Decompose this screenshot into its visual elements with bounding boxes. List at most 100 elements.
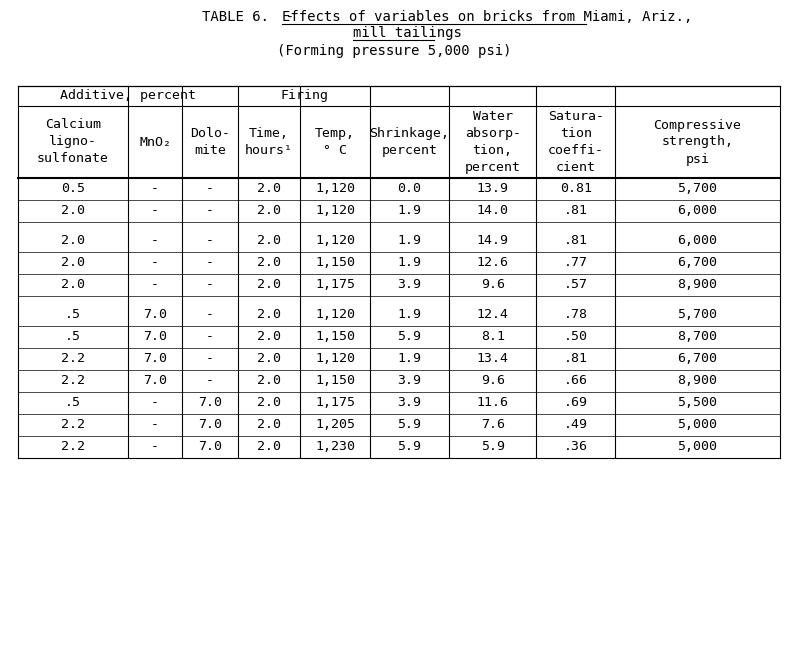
Text: 2.2: 2.2 — [61, 375, 85, 387]
Text: 2.0: 2.0 — [258, 278, 282, 292]
Text: 2.0: 2.0 — [258, 256, 282, 270]
Text: Temp,
° C: Temp, ° C — [315, 127, 355, 157]
Text: -: - — [151, 256, 159, 270]
Text: 2.0: 2.0 — [258, 397, 282, 410]
Text: 0.81: 0.81 — [560, 182, 592, 196]
Text: 14.9: 14.9 — [477, 235, 509, 247]
Text: 0.0: 0.0 — [398, 182, 422, 196]
Text: 1,150: 1,150 — [315, 256, 355, 270]
Text: 2.0: 2.0 — [258, 182, 282, 196]
Text: .78: .78 — [564, 309, 588, 321]
Text: 2.2: 2.2 — [61, 352, 85, 366]
Text: 0.5: 0.5 — [61, 182, 85, 196]
Text: -: - — [206, 330, 214, 344]
Text: 1.9: 1.9 — [398, 352, 422, 366]
Text: 3.9: 3.9 — [398, 397, 422, 410]
Text: 7.0: 7.0 — [143, 375, 167, 387]
Text: 14.0: 14.0 — [477, 204, 509, 217]
Text: Water
absorp-
tion,
percent: Water absorp- tion, percent — [465, 110, 521, 174]
Text: Firing: Firing — [280, 89, 328, 102]
Text: 1.9: 1.9 — [398, 235, 422, 247]
Text: mill tailings: mill tailings — [354, 26, 462, 40]
Text: -: - — [151, 440, 159, 453]
Text: 2.2: 2.2 — [61, 418, 85, 432]
Text: 3.9: 3.9 — [398, 375, 422, 387]
Text: 2.0: 2.0 — [258, 204, 282, 217]
Text: 1,175: 1,175 — [315, 397, 355, 410]
Text: 1,120: 1,120 — [315, 352, 355, 366]
Text: 1,150: 1,150 — [315, 330, 355, 344]
Text: 5,500: 5,500 — [678, 397, 718, 410]
Text: 12.6: 12.6 — [477, 256, 509, 270]
Text: Dolo-
mite: Dolo- mite — [190, 127, 230, 157]
Text: 2.0: 2.0 — [61, 256, 85, 270]
Text: 5.9: 5.9 — [481, 440, 505, 453]
Text: 7.0: 7.0 — [198, 418, 222, 432]
Text: 3.9: 3.9 — [398, 278, 422, 292]
Text: 7.6: 7.6 — [481, 418, 505, 432]
Text: 1,230: 1,230 — [315, 440, 355, 453]
Text: .81: .81 — [564, 204, 588, 217]
Text: -: - — [151, 182, 159, 196]
Text: MnO₂: MnO₂ — [139, 136, 171, 149]
Text: 1.9: 1.9 — [398, 204, 422, 217]
Text: 7.0: 7.0 — [198, 440, 222, 453]
Text: .57: .57 — [564, 278, 588, 292]
Text: 2.0: 2.0 — [258, 440, 282, 453]
Text: .36: .36 — [564, 440, 588, 453]
Text: 6,000: 6,000 — [678, 235, 718, 247]
Text: 8,900: 8,900 — [678, 375, 718, 387]
Text: 6,000: 6,000 — [678, 204, 718, 217]
Text: .69: .69 — [564, 397, 588, 410]
Text: 9.6: 9.6 — [481, 278, 505, 292]
Text: Time,
hours¹: Time, hours¹ — [246, 127, 294, 157]
Text: 1,120: 1,120 — [315, 309, 355, 321]
Text: .77: .77 — [564, 256, 588, 270]
Text: -: - — [206, 256, 214, 270]
Text: (Forming pressure 5,000 psi): (Forming pressure 5,000 psi) — [277, 44, 511, 58]
Text: 13.4: 13.4 — [477, 352, 509, 366]
Text: Effects of variables on bricks from Miami, Ariz.,: Effects of variables on bricks from Miam… — [282, 10, 693, 24]
Text: 5,700: 5,700 — [678, 182, 718, 196]
Text: 2.0: 2.0 — [61, 278, 85, 292]
Text: 5,700: 5,700 — [678, 309, 718, 321]
Text: 1,175: 1,175 — [315, 278, 355, 292]
Text: 5.9: 5.9 — [398, 440, 422, 453]
Text: .66: .66 — [564, 375, 588, 387]
Text: 1,120: 1,120 — [315, 182, 355, 196]
Text: 8,900: 8,900 — [678, 278, 718, 292]
Text: .81: .81 — [564, 235, 588, 247]
Text: -: - — [206, 352, 214, 366]
Text: .50: .50 — [564, 330, 588, 344]
Text: 2.0: 2.0 — [61, 204, 85, 217]
Text: 13.9: 13.9 — [477, 182, 509, 196]
Text: 12.4: 12.4 — [477, 309, 509, 321]
Text: -: - — [206, 182, 214, 196]
Text: 6,700: 6,700 — [678, 256, 718, 270]
Text: 5.9: 5.9 — [398, 330, 422, 344]
Text: 2.0: 2.0 — [258, 375, 282, 387]
Text: .5: .5 — [65, 397, 81, 410]
Text: .81: .81 — [564, 352, 588, 366]
Text: 7.0: 7.0 — [143, 330, 167, 344]
Text: Additive, percent: Additive, percent — [60, 89, 196, 102]
Text: .5: .5 — [65, 309, 81, 321]
Text: 1.9: 1.9 — [398, 309, 422, 321]
Text: 2.0: 2.0 — [61, 235, 85, 247]
Text: TABLE 6.  -: TABLE 6. - — [202, 10, 310, 24]
Text: 1,120: 1,120 — [315, 204, 355, 217]
Text: Calcium
ligno-
sulfonate: Calcium ligno- sulfonate — [37, 118, 109, 165]
Text: 2.2: 2.2 — [61, 440, 85, 453]
Text: 1.9: 1.9 — [398, 256, 422, 270]
Text: -: - — [151, 235, 159, 247]
Text: 6,700: 6,700 — [678, 352, 718, 366]
Text: 9.6: 9.6 — [481, 375, 505, 387]
Text: 1,150: 1,150 — [315, 375, 355, 387]
Text: 8,700: 8,700 — [678, 330, 718, 344]
Text: -: - — [151, 397, 159, 410]
Text: 7.0: 7.0 — [198, 397, 222, 410]
Text: -: - — [151, 418, 159, 432]
Text: 1,205: 1,205 — [315, 418, 355, 432]
Text: Compressive
strength,
psi: Compressive strength, psi — [654, 118, 742, 165]
Text: 7.0: 7.0 — [143, 352, 167, 366]
